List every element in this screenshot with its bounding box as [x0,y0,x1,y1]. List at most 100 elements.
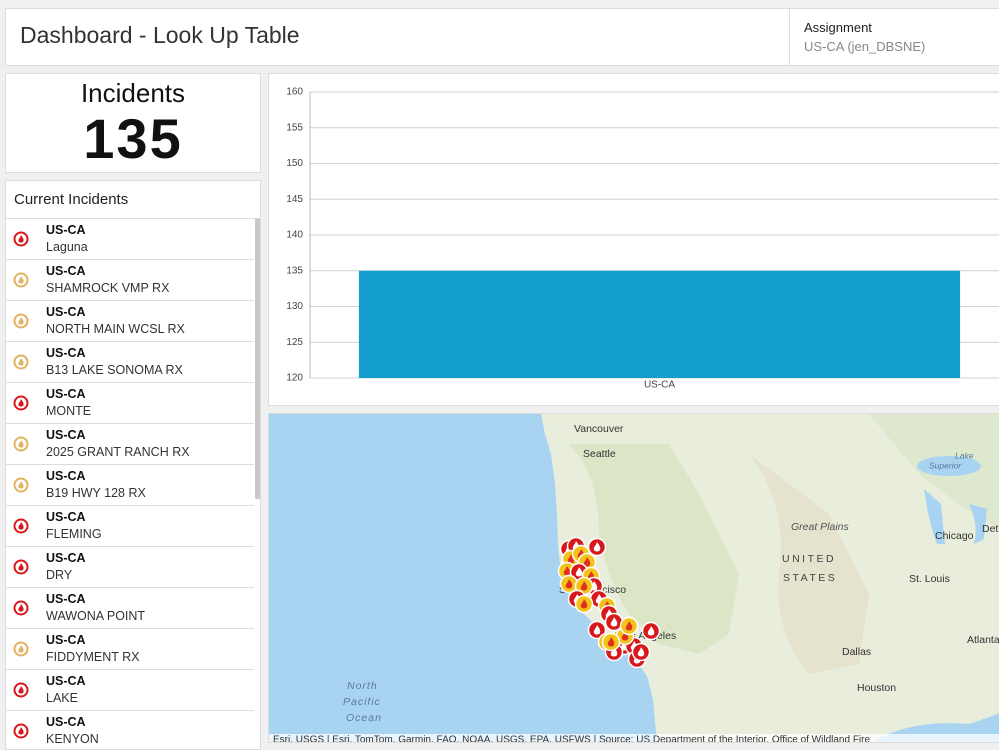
dashboard-title: Dashboard - Look Up Table [20,22,300,48]
icon-ring [13,518,29,534]
icon-flame [18,604,24,612]
x-tick-label: US-CA [644,380,675,391]
fire-markers [557,536,661,669]
list-item[interactable]: US-CA Laguna [6,219,254,260]
icon-ring [13,354,29,370]
fire-icon [13,395,29,411]
list-item[interactable]: US-CA WAWONA POINT [6,588,254,629]
list-item[interactable]: US-CA B19 HWY 128 RX [6,465,254,506]
y-tick-label: 120 [286,373,303,384]
marker-flame [580,581,588,591]
list-item[interactable]: US-CA 2025 GRANT RANCH RX [6,424,254,465]
list-item[interactable]: US-CA MONTE [6,383,254,424]
map-label: Superior [929,460,962,470]
marker-flame [580,599,588,609]
y-tick-label: 125 [286,337,303,348]
fire-icon [13,354,29,370]
fire-marker[interactable] [641,621,661,641]
list-item[interactable]: US-CA SHAMROCK VMP RX [6,260,254,301]
map-label: Atlanta [967,634,999,646]
indicator-title: Incidents [80,78,186,108]
map-label: Houston [857,682,896,694]
map-label: Detroit [982,523,999,535]
icon-flame [18,522,24,530]
icon-flame [18,358,24,366]
list-item[interactable]: US-CA LAKE [6,670,254,711]
fire-marker[interactable] [587,620,607,640]
list-item[interactable]: US-CA B13 LAKE SONOMA RX [6,342,254,383]
fire-marker[interactable] [587,537,607,557]
assignment[interactable]: Assignment US-CA (jen_DBSNE) [789,9,999,65]
y-tick-label: 145 [286,194,303,205]
chart-panel: 120 125 130 135 140 145 150 155 160 US-CA [268,73,999,406]
list-title: Current Incidents [6,181,260,219]
item-name: B19 HWY 128 RX [46,486,146,500]
bar [358,270,961,378]
fire-marker[interactable] [619,616,639,636]
marker-flame [610,647,618,657]
marker-flame [575,567,583,577]
y-tick-label: 155 [286,122,303,133]
fire-icon [13,272,29,288]
fire-marker[interactable] [601,632,621,652]
y-tick-label: 160 [286,87,303,98]
icon-ring [13,395,29,411]
marker-flame [621,631,629,641]
list-item[interactable]: US-CA NORTH MAIN WCSL RX [6,301,254,342]
scrollbar[interactable] [255,219,260,499]
fire-marker[interactable] [574,594,594,614]
item-state: US-CA [46,223,86,237]
map-label: UNITED [782,553,836,565]
marker-flame [625,621,633,631]
item-state: US-CA [46,469,86,483]
list-item[interactable]: US-CA FLEMING [6,506,254,547]
fire-marker[interactable] [631,642,651,662]
icon-flame [18,235,24,243]
icon-ring [13,272,29,288]
lake [924,489,945,544]
map-panel[interactable]: Vancouver Seattle Great Plains UNITED ST… [268,413,999,743]
icon-ring [13,723,29,739]
item-state: US-CA [46,551,86,565]
item-state: US-CA [46,592,86,606]
list-item[interactable]: US-CA DRY [6,547,254,588]
marker-flame [607,637,615,647]
item-name: Laguna [46,240,88,254]
item-name: KENYON [46,732,99,746]
icon-flame [18,481,24,489]
lake [969,504,987,544]
fire-icon [13,682,29,698]
icon-ring [13,559,29,575]
attribution-bar [269,734,999,742]
icon-ring [13,231,29,247]
item-name: DRY [46,568,73,582]
map-label: Seattle [583,448,616,460]
map[interactable]: Vancouver Seattle Great Plains UNITED ST… [269,414,999,743]
item-name: B13 LAKE SONOMA RX [46,363,183,377]
fire-icon [13,723,29,739]
marker-flame [647,626,655,636]
map-label: North [347,680,378,692]
marker-flame [565,579,573,589]
icon-ring [13,313,29,329]
fire-icon [13,436,29,452]
item-state: US-CA [46,387,86,401]
marker-flame [610,617,618,627]
fire-icon [13,559,29,575]
list-item[interactable]: US-CA KENYON [6,711,254,749]
fire-marker[interactable] [559,574,579,594]
incident-list: Current Incidents US-CA Laguna US-CA SHAMRO… [5,180,261,750]
map-label: St. Louis [909,573,950,585]
fire-marker[interactable] [604,612,624,632]
icon-ring [13,682,29,698]
map-label: Ocean [346,712,382,724]
icon-flame [18,317,24,325]
marker-flame [593,625,601,635]
marker-flame [637,647,645,657]
fire-icon [13,600,29,616]
item-name: FIDDYMENT RX [46,650,140,664]
icon-flame [18,686,24,694]
marker-flame [563,566,571,576]
list-item[interactable]: US-CA FIDDYMENT RX [6,629,254,670]
